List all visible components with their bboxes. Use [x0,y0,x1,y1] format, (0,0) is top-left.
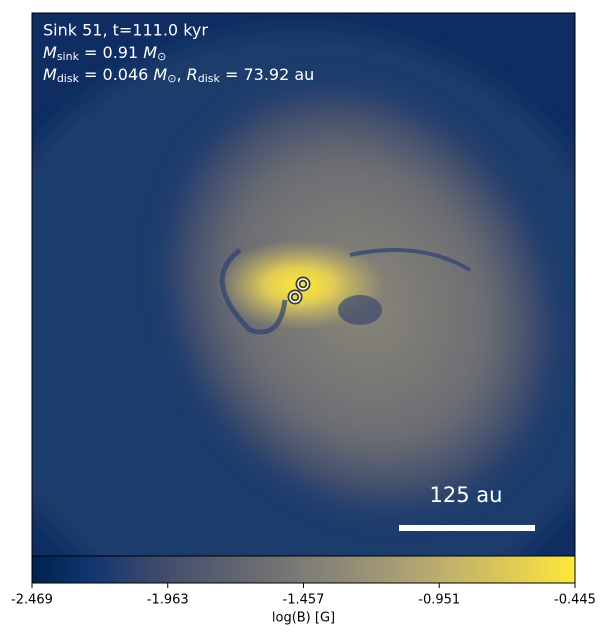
math-part: = 0.91 [79,43,143,62]
tick-label: -0.951 [418,593,460,608]
scale-bar [399,525,535,531]
math-part: M [143,43,157,62]
subscript: disk [57,72,80,85]
sink-marker [289,291,301,303]
subscript: sink [57,50,80,63]
math-part: M [43,43,57,62]
math-part: ⊙ [157,50,166,63]
math-part: , [176,65,186,84]
subscript: disk [198,72,221,85]
tick-label: -1.457 [283,593,325,608]
annotation-mass: Msink = 0.91 M⊙ [43,43,166,64]
annotation-disk: Mdisk = 0.046 M⊙, Rdisk = 73.92 au [43,65,314,86]
colorbar [31,555,576,584]
colorbar-label: log(B) [G] [272,611,335,626]
math-part: ⊙ [167,72,176,85]
math-part: = 73.92 au [220,65,314,84]
math-part: R [187,65,198,84]
math-part: M [153,65,167,84]
tick-label: -0.445 [554,593,596,608]
annotation-title: Sink 51, t=111.0 kyr [43,21,208,40]
tick-label: -1.963 [147,593,189,608]
sink-marker [297,278,309,290]
tick-label: -2.469 [11,593,53,608]
math-part: M [43,65,57,84]
scale-bar-label: 125 au [430,483,503,507]
math-part: = 0.046 [79,65,153,84]
